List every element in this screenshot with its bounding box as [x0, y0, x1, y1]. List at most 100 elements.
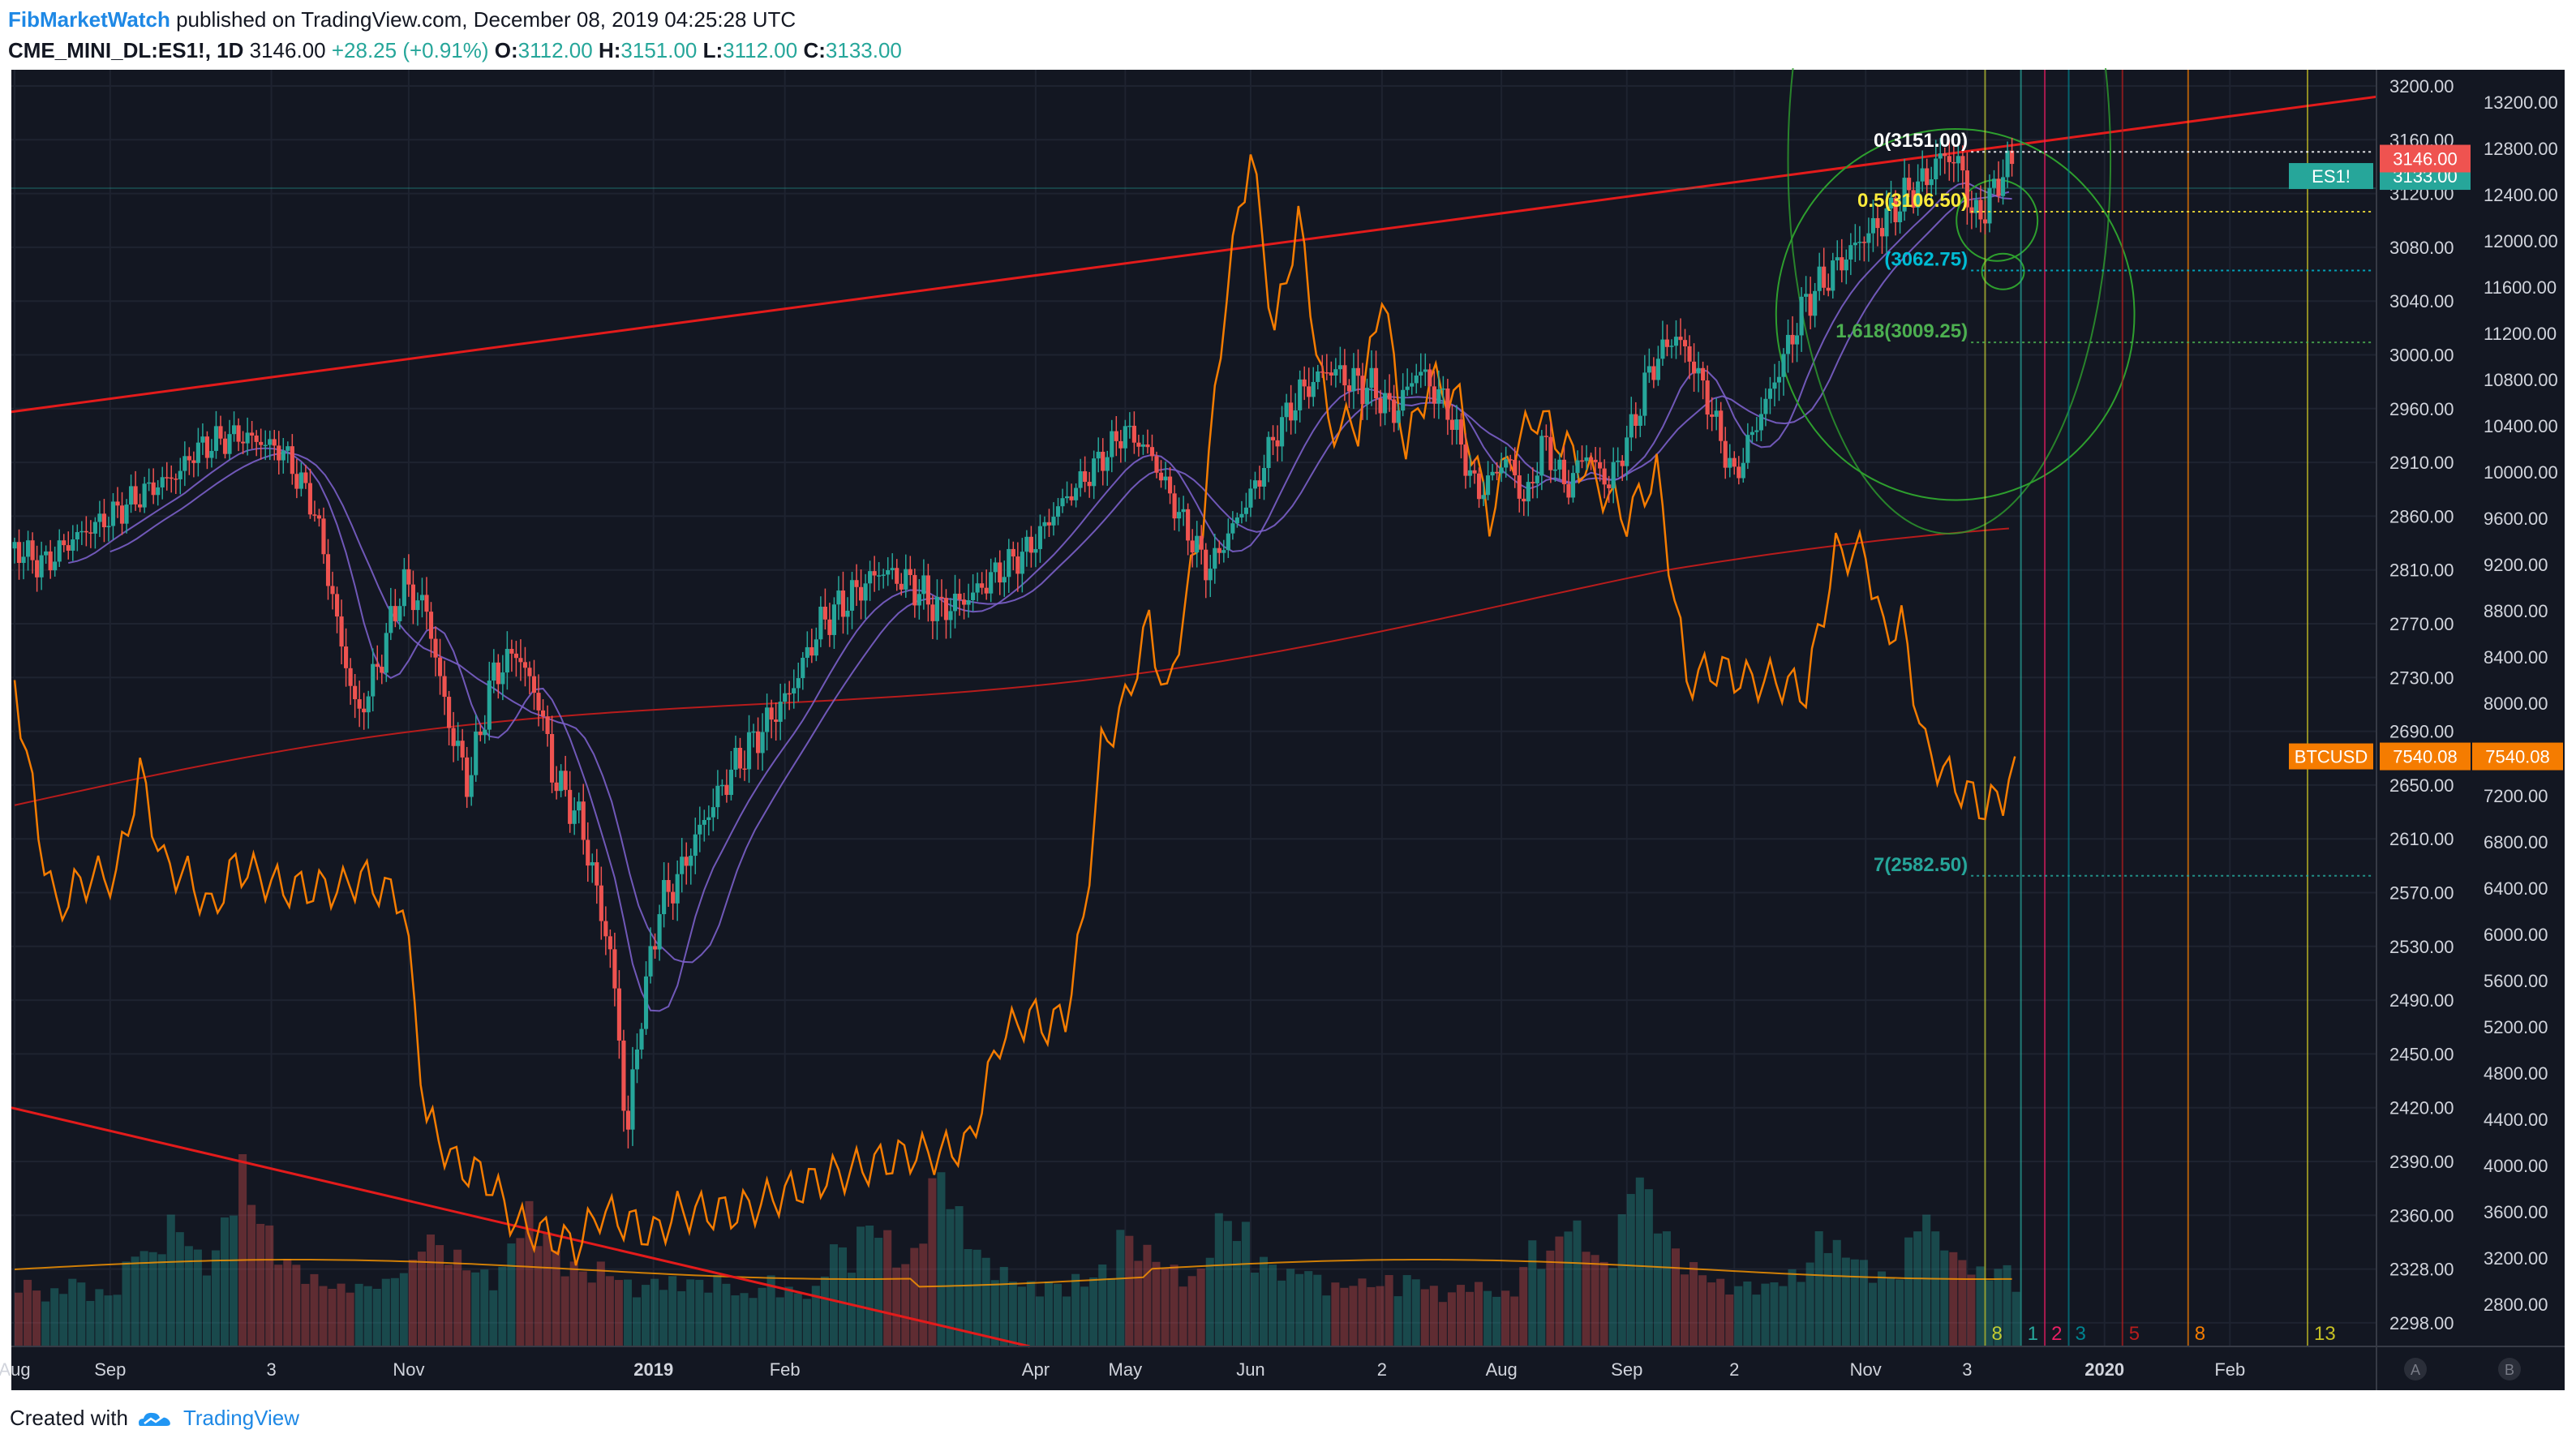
volume-bar	[1295, 1273, 1304, 1346]
candle-body	[147, 482, 152, 484]
volume-bar	[1931, 1231, 1940, 1346]
volume-bar	[507, 1243, 516, 1346]
volume-bar	[1250, 1273, 1259, 1346]
candle-body	[1625, 437, 1629, 466]
candle-body	[912, 574, 917, 606]
candle-body	[1522, 498, 1526, 502]
candle-body	[643, 976, 649, 1029]
candle-body	[545, 716, 550, 734]
candle-body	[1566, 483, 1571, 498]
high-value: 3151.00	[620, 38, 698, 62]
volume-bar	[1089, 1277, 1098, 1346]
volume-bar	[1752, 1295, 1761, 1346]
candle-body	[424, 595, 429, 612]
volume-bar	[1367, 1286, 1376, 1346]
volume-bar	[399, 1273, 408, 1346]
volume-bar	[596, 1261, 605, 1346]
candle-body	[693, 834, 698, 857]
candle-body	[1360, 376, 1365, 405]
candle-body	[921, 575, 926, 595]
candle-body	[1074, 487, 1079, 500]
symbol-label[interactable]: CME_MINI_DL:ES1!, 1D	[8, 38, 244, 62]
lower-trendline	[11, 1106, 1030, 1348]
candle-body	[191, 460, 196, 463]
price-tick-label: 3040.00	[2389, 291, 2454, 311]
btc-tick-label: 12400.00	[2484, 185, 2558, 205]
candle-body	[1007, 548, 1011, 578]
candle-body	[1920, 168, 1925, 182]
volume-bar	[784, 1286, 793, 1346]
candle-body	[509, 649, 514, 654]
fib-circle-large	[1787, 68, 2112, 535]
candle-body	[989, 572, 994, 594]
candle-body	[1938, 153, 1943, 159]
candle-body	[818, 606, 823, 640]
volume-bar	[211, 1250, 220, 1346]
volume-bar	[838, 1247, 848, 1346]
candle-body	[728, 769, 734, 796]
volume-bar	[283, 1259, 292, 1346]
candle-body	[1987, 187, 1992, 224]
volume-bar	[1976, 1266, 1985, 1346]
candle-body	[39, 555, 44, 578]
candle-body	[858, 586, 864, 601]
candle-body	[1848, 245, 1853, 260]
author-link[interactable]: FibMarketWatch	[8, 7, 170, 32]
price-tick-label: 2360.00	[2389, 1205, 2454, 1226]
time-axis-panel[interactable]	[11, 1346, 2376, 1390]
scale-button[interactable]	[2498, 1358, 2521, 1380]
tradingview-link[interactable]: TradingView	[182, 1406, 300, 1430]
candle-body	[1337, 365, 1342, 370]
candle-body	[531, 676, 537, 693]
candle-body	[110, 501, 116, 526]
candle-body	[1701, 367, 1706, 381]
candle-body	[71, 539, 75, 551]
price-tick-label: 2770.00	[2389, 614, 2454, 634]
volume-bar	[964, 1249, 972, 1346]
candle-body	[1831, 260, 1835, 291]
btc-tick-label: 4000.00	[2484, 1156, 2548, 1176]
time-tick-label: Feb	[770, 1359, 801, 1380]
candle-body	[1392, 399, 1397, 423]
candle-body	[460, 741, 465, 758]
volume-bar	[1877, 1271, 1886, 1346]
candle-body	[53, 561, 58, 571]
fib-level-label: 7(2582.50)	[1874, 854, 1968, 876]
candle-body	[389, 606, 393, 633]
candle-body	[1055, 506, 1061, 517]
candle-body	[1916, 181, 1921, 208]
volume-bar	[910, 1247, 919, 1346]
btc-tick-label: 10400.00	[2484, 416, 2558, 436]
volume-bar	[1501, 1290, 1510, 1346]
candle-body	[334, 594, 340, 617]
candle-body	[178, 470, 182, 479]
price-tick-label: 2530.00	[2389, 937, 2454, 957]
volume-bar	[1662, 1231, 1671, 1346]
candle-body	[133, 486, 138, 505]
candle-body	[277, 445, 281, 461]
plot-area[interactable]	[11, 70, 2376, 1346]
btc-tick-label: 6400.00	[2484, 878, 2548, 899]
price-axis-panel[interactable]	[2376, 70, 2565, 1390]
candle-body	[1405, 386, 1410, 390]
candle-body	[119, 505, 125, 524]
candle-body	[1414, 375, 1419, 384]
volume-bar	[1599, 1261, 1608, 1346]
candle-body	[568, 789, 573, 824]
volume-bar	[1492, 1296, 1501, 1346]
cycle-label: 2	[2051, 1323, 2062, 1345]
volume-bar	[354, 1283, 363, 1346]
candle-body	[1969, 207, 1974, 213]
candle-body	[908, 569, 912, 575]
candle-body	[1875, 217, 1880, 229]
volume-bar	[462, 1270, 471, 1346]
candle-body	[831, 604, 837, 635]
candle-body	[1996, 178, 2001, 196]
scale-button[interactable]	[2404, 1358, 2427, 1380]
volume-bar	[722, 1283, 731, 1346]
volume-bar	[238, 1153, 247, 1346]
chart-canvas[interactable]: 8 1 2 3 5 8 13 0(3151.00)0.5(3106.50)(3062.75)…	[0, 68, 2576, 1390]
candle-body	[863, 583, 868, 601]
btc-axis-tag-value: 7540.08	[2485, 747, 2550, 767]
candle-body	[1866, 233, 1871, 243]
